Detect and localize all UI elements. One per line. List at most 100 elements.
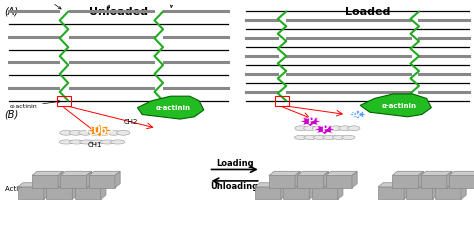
Text: P: P bbox=[321, 124, 328, 134]
Polygon shape bbox=[299, 116, 322, 127]
Text: CH1: CH1 bbox=[88, 142, 102, 147]
Ellipse shape bbox=[321, 126, 334, 131]
Polygon shape bbox=[404, 183, 409, 199]
Polygon shape bbox=[100, 183, 106, 199]
Text: (B): (B) bbox=[5, 110, 19, 120]
Polygon shape bbox=[407, 183, 438, 187]
Polygon shape bbox=[348, 110, 367, 119]
Polygon shape bbox=[407, 187, 432, 199]
Polygon shape bbox=[44, 183, 49, 199]
Bar bbox=[57, 96, 71, 106]
Ellipse shape bbox=[313, 135, 327, 139]
Polygon shape bbox=[61, 171, 92, 175]
Text: Actin →: Actin → bbox=[5, 186, 31, 192]
Polygon shape bbox=[58, 171, 64, 188]
Ellipse shape bbox=[59, 140, 73, 144]
Ellipse shape bbox=[294, 135, 308, 139]
Polygon shape bbox=[421, 175, 447, 188]
Polygon shape bbox=[360, 94, 431, 117]
Polygon shape bbox=[255, 187, 281, 199]
Polygon shape bbox=[449, 171, 474, 175]
Polygon shape bbox=[18, 183, 49, 187]
Polygon shape bbox=[255, 183, 286, 187]
Polygon shape bbox=[392, 175, 418, 188]
Text: Ac: Ac bbox=[352, 110, 364, 119]
Polygon shape bbox=[137, 96, 204, 119]
Polygon shape bbox=[449, 175, 474, 188]
Polygon shape bbox=[283, 183, 314, 187]
Polygon shape bbox=[326, 175, 352, 188]
Ellipse shape bbox=[347, 126, 360, 131]
Polygon shape bbox=[447, 171, 452, 188]
Ellipse shape bbox=[69, 131, 82, 135]
Text: (A): (A) bbox=[5, 7, 19, 17]
Polygon shape bbox=[378, 187, 404, 199]
Polygon shape bbox=[72, 183, 78, 199]
Ellipse shape bbox=[88, 131, 101, 135]
Ellipse shape bbox=[304, 126, 316, 131]
Text: CH2: CH2 bbox=[123, 119, 137, 125]
Polygon shape bbox=[392, 171, 424, 175]
Ellipse shape bbox=[107, 131, 120, 135]
Polygon shape bbox=[323, 171, 328, 188]
Text: Unloading: Unloading bbox=[210, 182, 259, 191]
Text: Unloaded: Unloaded bbox=[89, 7, 148, 17]
Polygon shape bbox=[421, 171, 452, 175]
Polygon shape bbox=[61, 175, 86, 188]
Ellipse shape bbox=[332, 135, 346, 139]
Bar bbox=[275, 96, 289, 106]
Polygon shape bbox=[378, 183, 409, 187]
Polygon shape bbox=[46, 187, 72, 199]
Text: Loaded: Loaded bbox=[345, 7, 390, 17]
Polygon shape bbox=[115, 171, 120, 188]
Polygon shape bbox=[46, 183, 78, 187]
Polygon shape bbox=[312, 187, 337, 199]
Polygon shape bbox=[435, 187, 461, 199]
Ellipse shape bbox=[100, 140, 115, 144]
Ellipse shape bbox=[60, 131, 73, 135]
Polygon shape bbox=[269, 175, 295, 188]
Polygon shape bbox=[309, 183, 314, 199]
Polygon shape bbox=[32, 175, 58, 188]
Polygon shape bbox=[313, 124, 336, 135]
Polygon shape bbox=[18, 187, 44, 199]
Text: Loading: Loading bbox=[216, 159, 254, 168]
Polygon shape bbox=[269, 171, 301, 175]
Ellipse shape bbox=[90, 140, 104, 144]
Ellipse shape bbox=[98, 131, 111, 135]
Ellipse shape bbox=[330, 126, 342, 131]
Polygon shape bbox=[337, 183, 343, 199]
Ellipse shape bbox=[304, 135, 317, 139]
Text: Ub: Ub bbox=[92, 125, 107, 136]
Ellipse shape bbox=[69, 140, 84, 144]
Polygon shape bbox=[435, 183, 466, 187]
Polygon shape bbox=[298, 175, 323, 188]
Polygon shape bbox=[75, 187, 100, 199]
Text: Thin
Filaments: Thin Filaments bbox=[158, 0, 188, 8]
Ellipse shape bbox=[323, 135, 336, 139]
Polygon shape bbox=[326, 171, 357, 175]
Polygon shape bbox=[312, 183, 343, 187]
Polygon shape bbox=[89, 175, 115, 188]
Ellipse shape bbox=[79, 131, 92, 135]
Ellipse shape bbox=[342, 135, 355, 139]
Polygon shape bbox=[295, 171, 301, 188]
Text: Z-disc: Z-disc bbox=[36, 0, 61, 9]
Ellipse shape bbox=[312, 126, 325, 131]
Text: α-actinin: α-actinin bbox=[381, 103, 416, 109]
Polygon shape bbox=[86, 171, 92, 188]
Polygon shape bbox=[86, 124, 113, 137]
Ellipse shape bbox=[339, 126, 351, 131]
Ellipse shape bbox=[295, 126, 307, 131]
Polygon shape bbox=[283, 187, 309, 199]
Ellipse shape bbox=[117, 131, 130, 135]
Polygon shape bbox=[352, 171, 357, 188]
Text: Thick
Filaments: Thick Filaments bbox=[87, 0, 117, 8]
Polygon shape bbox=[281, 183, 286, 199]
Polygon shape bbox=[461, 183, 466, 199]
Polygon shape bbox=[432, 183, 438, 199]
Text: α-actinin: α-actinin bbox=[155, 105, 191, 111]
Polygon shape bbox=[418, 171, 424, 188]
Text: P: P bbox=[307, 116, 314, 126]
Ellipse shape bbox=[80, 140, 94, 144]
